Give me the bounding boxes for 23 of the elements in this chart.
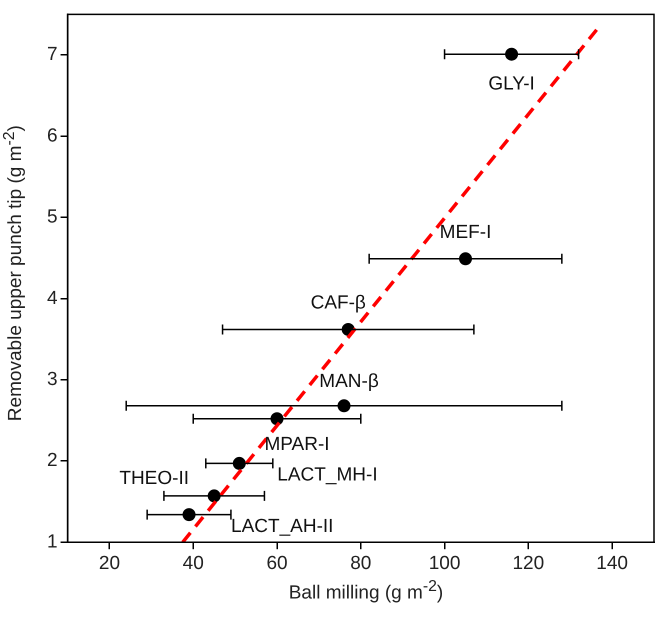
annotation: GLY-I (488, 73, 535, 94)
annotation: MEF-I (440, 222, 492, 244)
x-tick-label: 80 (350, 552, 372, 574)
y-tick-label: 6 (46, 125, 58, 146)
y-tick-label: 4 (46, 288, 58, 309)
annotation: THEO-II (119, 468, 190, 490)
y-tick-label: 5 (46, 206, 58, 228)
x-axis-title: Ball milling (g m$^{-2}$) (288, 578, 444, 604)
x-tick-label: 40 (182, 552, 204, 574)
y-tick-label: 1 (46, 531, 58, 552)
annotation: LACT_AH-II (231, 516, 334, 537)
y-tick-label: 7 (46, 44, 58, 66)
annotation: CAF-β (310, 292, 366, 314)
annotation: LACT_MH-I (277, 464, 378, 486)
x-tick-label: 60 (266, 552, 288, 574)
y-tick-label: 3 (46, 369, 58, 390)
annotation: MAN-β (319, 371, 379, 392)
x-tick-label: 120 (512, 552, 544, 574)
annotation: MPAR-I (264, 434, 330, 456)
x-tick-label: 140 (596, 552, 628, 574)
x-tick-label: 100 (428, 552, 460, 574)
y-tick-label: 2 (46, 450, 58, 472)
x-tick-label: 20 (98, 552, 120, 574)
